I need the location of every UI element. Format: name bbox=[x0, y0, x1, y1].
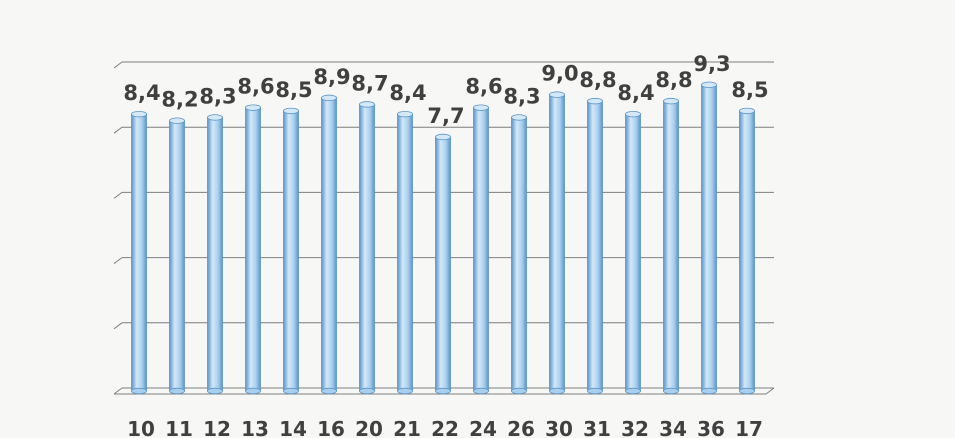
bar-base bbox=[587, 387, 603, 395]
value-label: 8,3 bbox=[503, 84, 540, 108]
x-tick-label: 16 bbox=[317, 417, 345, 438]
value-label: 9,0 bbox=[541, 62, 578, 86]
floor-edge-depth bbox=[765, 387, 775, 395]
value-label: 8,2 bbox=[161, 88, 198, 112]
bar-cap bbox=[131, 110, 147, 118]
value-label: 8,4 bbox=[389, 81, 426, 105]
bar-cap bbox=[625, 110, 641, 118]
bar-base bbox=[131, 387, 147, 395]
x-tick-label: 22 bbox=[431, 417, 459, 438]
bar bbox=[207, 117, 223, 392]
bar bbox=[321, 97, 337, 392]
x-tick-label: 24 bbox=[469, 417, 497, 438]
bar-cap bbox=[701, 81, 717, 89]
bars bbox=[131, 81, 755, 395]
x-tick-label: 34 bbox=[659, 417, 687, 438]
bar-base bbox=[283, 387, 299, 395]
x-tick-label: 26 bbox=[507, 417, 535, 438]
value-label: 8,7 bbox=[351, 71, 388, 95]
x-tick-label: 36 bbox=[697, 417, 725, 438]
value-label: 8,6 bbox=[465, 75, 502, 99]
bar bbox=[169, 120, 185, 392]
bar bbox=[739, 110, 755, 392]
bar bbox=[435, 136, 451, 392]
gridline-depth bbox=[113, 61, 123, 69]
bar-cap bbox=[663, 97, 679, 105]
x-tick-label: 21 bbox=[393, 417, 421, 438]
bar-cap bbox=[245, 104, 261, 111]
bar-base bbox=[511, 387, 527, 395]
value-labels: 8,4 8,2 8,3 8,6 8,58,9 8,7 8,47,78,6 8,39,0 8,88… bbox=[123, 52, 768, 128]
gridline-depth bbox=[113, 322, 123, 330]
bar-cap bbox=[511, 114, 527, 121]
x-tick-label: 13 bbox=[241, 417, 269, 438]
bar bbox=[625, 113, 641, 392]
bar-cap bbox=[549, 91, 565, 98]
bar-base bbox=[739, 387, 755, 395]
x-tick-label: 20 bbox=[355, 417, 383, 438]
bar bbox=[245, 107, 261, 392]
bar-base bbox=[397, 387, 413, 395]
bar-base bbox=[473, 387, 489, 395]
x-tick-label: 14 bbox=[279, 417, 307, 438]
bar bbox=[131, 113, 147, 392]
bar bbox=[701, 84, 717, 392]
x-tick-label: 31 bbox=[583, 417, 611, 438]
bar-cap bbox=[283, 107, 299, 115]
value-label: 8,8 bbox=[655, 68, 692, 92]
bar-cap bbox=[397, 110, 413, 118]
bar-base bbox=[169, 387, 185, 395]
bar-cap bbox=[359, 101, 375, 108]
gridline-depth bbox=[113, 126, 123, 134]
value-label: 8,6 bbox=[237, 75, 274, 99]
bar bbox=[397, 113, 413, 392]
x-tick-label: 12 bbox=[203, 417, 231, 438]
bar bbox=[473, 107, 489, 392]
bar-base bbox=[321, 387, 337, 395]
value-label: 9,3 bbox=[693, 52, 730, 76]
value-label: 8,9 bbox=[313, 65, 350, 89]
value-label: 8,8 bbox=[579, 68, 616, 92]
bar bbox=[359, 103, 375, 392]
bar-cap bbox=[473, 104, 489, 111]
gridline-depth bbox=[113, 387, 123, 395]
bar-base bbox=[359, 387, 375, 395]
bar-cap bbox=[739, 107, 755, 115]
value-label: 8,4 bbox=[617, 81, 654, 105]
bar-base bbox=[245, 387, 261, 395]
bar-base bbox=[549, 387, 565, 395]
x-tick-labels: 10 11 12 13 14 16 20 21 22 24 26 30 31 32 34 36 17 bbox=[127, 417, 763, 438]
gridline-depth bbox=[113, 257, 123, 265]
bar-base bbox=[207, 387, 223, 395]
bar-cap bbox=[587, 97, 603, 105]
value-label: 8,3 bbox=[199, 84, 236, 108]
x-tick-label: 30 bbox=[545, 417, 573, 438]
gridline-depth bbox=[113, 191, 123, 199]
bar-base bbox=[625, 387, 641, 395]
x-tick-label: 32 bbox=[621, 417, 649, 438]
bar-cap bbox=[169, 117, 185, 124]
bar bbox=[549, 94, 565, 392]
x-tick-label: 17 bbox=[735, 417, 763, 438]
value-label: 8,4 bbox=[123, 81, 160, 105]
value-label: 8,5 bbox=[275, 78, 312, 102]
bar-base bbox=[435, 387, 451, 395]
bar-base bbox=[663, 387, 679, 395]
bar-base bbox=[701, 387, 717, 395]
bar bbox=[511, 117, 527, 392]
bar-cap bbox=[435, 133, 451, 141]
x-tick-label: 10 bbox=[127, 417, 155, 438]
value-label: 7,7 bbox=[427, 104, 464, 128]
value-label: 8,5 bbox=[731, 78, 768, 102]
bar-cap bbox=[207, 114, 223, 121]
bar-cap bbox=[321, 94, 337, 102]
bar bbox=[283, 110, 299, 392]
bar bbox=[587, 100, 603, 392]
bar bbox=[663, 100, 679, 392]
x-tick-label: 11 bbox=[165, 417, 193, 438]
